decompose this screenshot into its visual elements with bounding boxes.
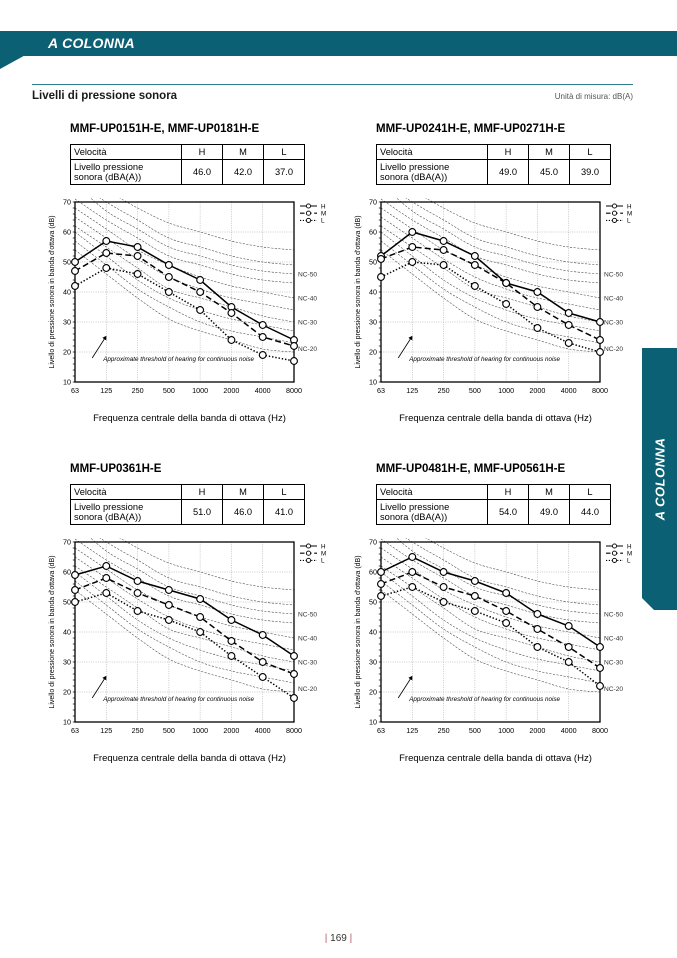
svg-text:70: 70 [369,198,377,207]
svg-text:1000: 1000 [192,386,208,395]
svg-text:2000: 2000 [223,726,239,735]
svg-text:10: 10 [63,718,71,727]
svg-text:NC-20: NC-20 [604,346,623,353]
svg-text:2000: 2000 [223,386,239,395]
svg-text:NC-50: NC-50 [298,272,317,279]
svg-text:250: 250 [132,386,144,395]
svg-text:H: H [321,543,326,550]
svg-text:2000: 2000 [529,386,545,395]
svg-text:8000: 8000 [286,726,302,735]
svg-text:1000: 1000 [498,726,514,735]
svg-text:L: L [627,218,631,225]
svg-text:63: 63 [377,386,385,395]
svg-text:NC-30: NC-30 [298,320,317,327]
svg-text:4000: 4000 [255,726,271,735]
svg-text:8000: 8000 [592,386,608,395]
svg-text:NC-50: NC-50 [604,612,623,619]
svg-text:NC-50: NC-50 [298,612,317,619]
svg-text:Livello di pressione sonora in: Livello di pressione sonora in banda d'o… [49,215,56,368]
svg-text:50: 50 [369,598,377,607]
svg-text:NC-30: NC-30 [604,660,623,667]
svg-text:40: 40 [63,628,71,637]
svg-text:Livello di pressione sonora in: Livello di pressione sonora in banda d'o… [49,555,56,708]
svg-text:Livello di pressione sonora in: Livello di pressione sonora in banda d'o… [355,215,362,368]
svg-text:M: M [321,211,326,218]
svg-text:Livello di pressione sonora in: Livello di pressione sonora in banda d'o… [355,555,362,708]
svg-text:250: 250 [438,726,450,735]
svg-text:1000: 1000 [498,386,514,395]
svg-text:500: 500 [469,726,481,735]
svg-text:L: L [627,558,631,565]
svg-text:H: H [627,543,632,550]
svg-text:40: 40 [369,628,377,637]
svg-text:4000: 4000 [255,386,271,395]
svg-text:Approximate threshold of heari: Approximate threshold of hearing for con… [102,696,254,703]
svg-text:8000: 8000 [592,726,608,735]
svg-text:20: 20 [369,348,377,357]
svg-text:500: 500 [163,386,175,395]
svg-text:70: 70 [63,198,71,207]
svg-text:63: 63 [71,386,79,395]
svg-text:250: 250 [438,386,450,395]
svg-text:125: 125 [100,386,112,395]
svg-text:NC-50: NC-50 [604,272,623,279]
svg-text:M: M [627,551,632,558]
svg-text:L: L [321,558,325,565]
svg-text:NC-40: NC-40 [298,636,317,643]
svg-text:70: 70 [369,538,377,547]
svg-text:10: 10 [369,378,377,387]
svg-text:50: 50 [369,258,377,267]
svg-text:8000: 8000 [286,386,302,395]
svg-text:Approximate threshold of heari: Approximate threshold of hearing for con… [408,696,560,703]
svg-text:NC-20: NC-20 [604,686,623,693]
svg-text:125: 125 [406,386,418,395]
svg-text:60: 60 [369,568,377,577]
svg-text:50: 50 [63,598,71,607]
svg-text:2000: 2000 [529,726,545,735]
svg-text:60: 60 [369,228,377,237]
svg-text:10: 10 [63,378,71,387]
svg-text:H: H [627,203,632,210]
svg-text:L: L [321,218,325,225]
svg-text:250: 250 [132,726,144,735]
svg-text:10: 10 [369,718,377,727]
svg-text:40: 40 [63,288,71,297]
svg-text:NC-30: NC-30 [298,660,317,667]
svg-text:1000: 1000 [192,726,208,735]
svg-text:NC-20: NC-20 [298,686,317,693]
svg-text:125: 125 [100,726,112,735]
svg-text:NC-20: NC-20 [298,346,317,353]
svg-text:Approximate threshold of heari: Approximate threshold of hearing for con… [408,356,560,363]
svg-text:60: 60 [63,568,71,577]
svg-text:63: 63 [377,726,385,735]
svg-text:M: M [627,211,632,218]
svg-text:20: 20 [369,688,377,697]
svg-text:125: 125 [406,726,418,735]
svg-text:30: 30 [63,658,71,667]
svg-text:40: 40 [369,288,377,297]
svg-text:30: 30 [369,658,377,667]
svg-text:M: M [321,551,326,558]
svg-text:63: 63 [71,726,79,735]
svg-text:NC-40: NC-40 [298,296,317,303]
svg-text:NC-40: NC-40 [604,636,623,643]
svg-text:H: H [321,203,326,210]
svg-text:60: 60 [63,228,71,237]
svg-text:30: 30 [369,318,377,327]
svg-text:20: 20 [63,688,71,697]
svg-text:30: 30 [63,318,71,327]
svg-text:500: 500 [163,726,175,735]
svg-text:NC-40: NC-40 [604,296,623,303]
svg-text:70: 70 [63,538,71,547]
svg-text:20: 20 [63,348,71,357]
svg-text:Approximate threshold of heari: Approximate threshold of hearing for con… [102,356,254,363]
svg-text:4000: 4000 [561,386,577,395]
svg-text:4000: 4000 [561,726,577,735]
svg-text:50: 50 [63,258,71,267]
svg-text:NC-30: NC-30 [604,320,623,327]
svg-text:500: 500 [469,386,481,395]
